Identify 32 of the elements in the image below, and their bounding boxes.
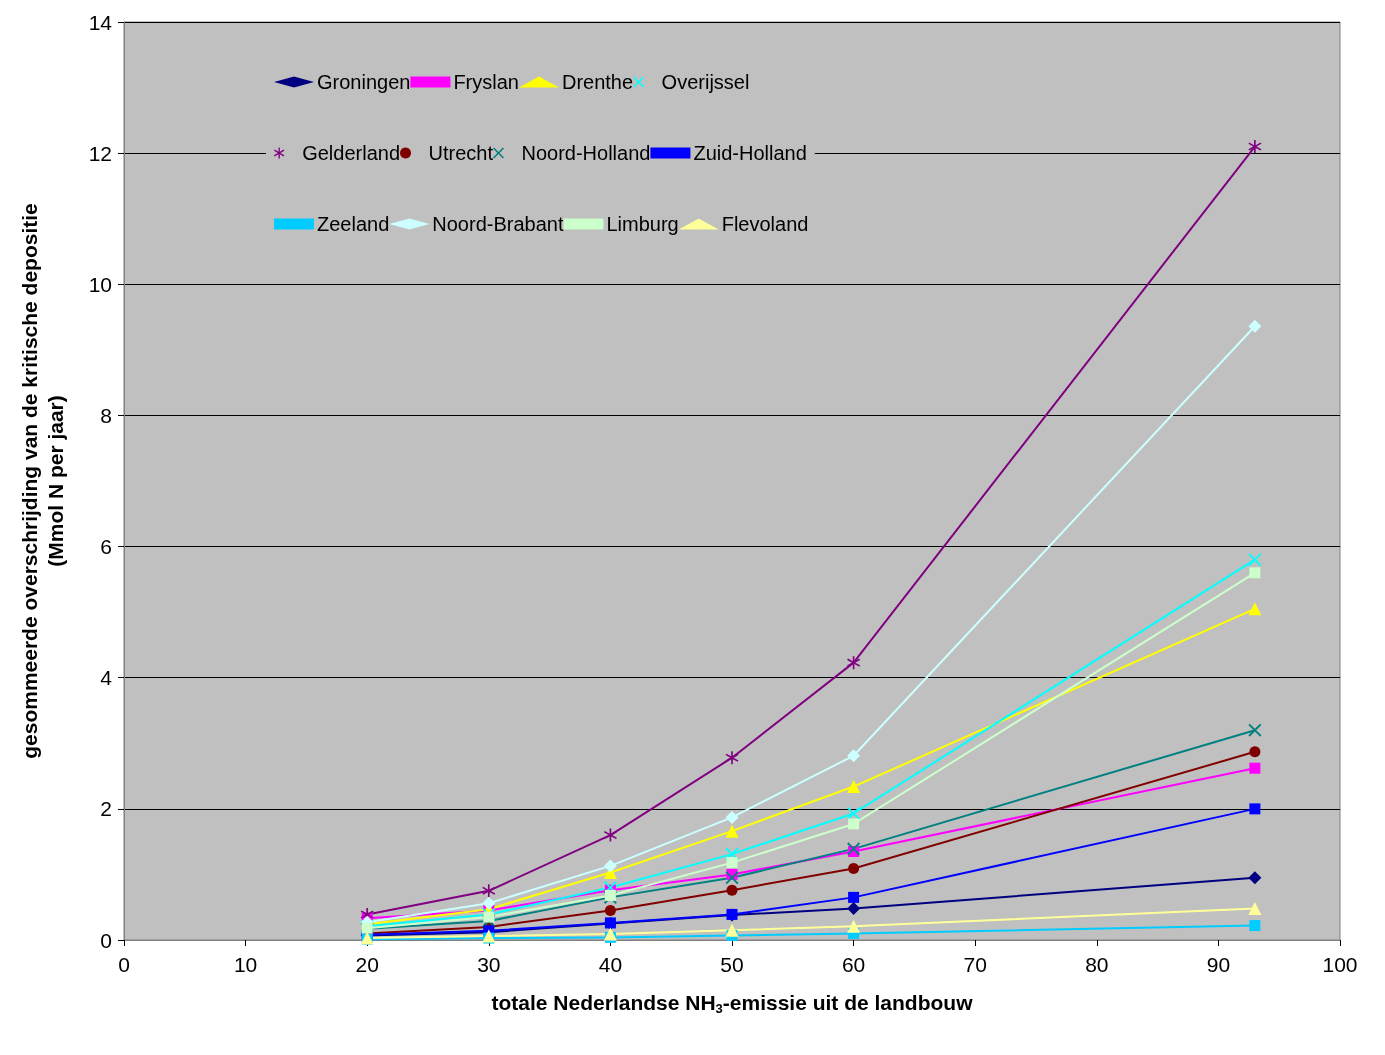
x-tick-label: 40 [598, 953, 623, 976]
x-tick-label: 20 [355, 953, 379, 976]
legend-label: Gelderland [302, 142, 401, 164]
x-tick-label: 80 [1085, 953, 1109, 976]
y-tick-label: 14 [88, 10, 113, 34]
y-tick-label: 2 [100, 797, 112, 821]
x-tick-label: 50 [720, 953, 744, 976]
legend-label: Noord-Holland [521, 142, 651, 164]
legend-label: Overijssel [661, 71, 750, 93]
x-tick-label: 0 [118, 953, 130, 976]
y-axis-title: gesommeerde overschrijding van de kritische depositie (Mmol N per jaar) [17, 203, 67, 759]
legend-label: Flevoland [721, 213, 809, 235]
x-tick-label: 100 [1322, 953, 1358, 976]
legend-label: Drenthe [561, 71, 634, 93]
legend-label: Fryslan [453, 71, 519, 93]
y-tick-label: 6 [100, 535, 112, 559]
legend-label: Noord-Brabant [432, 213, 564, 235]
x-tick-label: 70 [963, 953, 987, 976]
y-tick-label: 0 [100, 928, 112, 952]
y-tick-label: 10 [88, 272, 112, 296]
y-tick-label: 8 [100, 403, 112, 427]
legend-label: Utrecht [428, 142, 494, 164]
x-tick-label: 90 [1206, 953, 1231, 976]
x-tick-label: 10 [233, 953, 258, 976]
y-tick-label: 12 [88, 141, 112, 165]
x-tick-label: 60 [841, 953, 866, 976]
legend-label: Zeeland [317, 213, 390, 235]
legend-label: Limburg [606, 213, 679, 235]
y-tick-label: 4 [100, 666, 113, 690]
legend-label: Zuid-Holland [693, 142, 807, 164]
x-tick-label: 30 [477, 953, 501, 976]
legend-label: Groningen [317, 71, 411, 93]
